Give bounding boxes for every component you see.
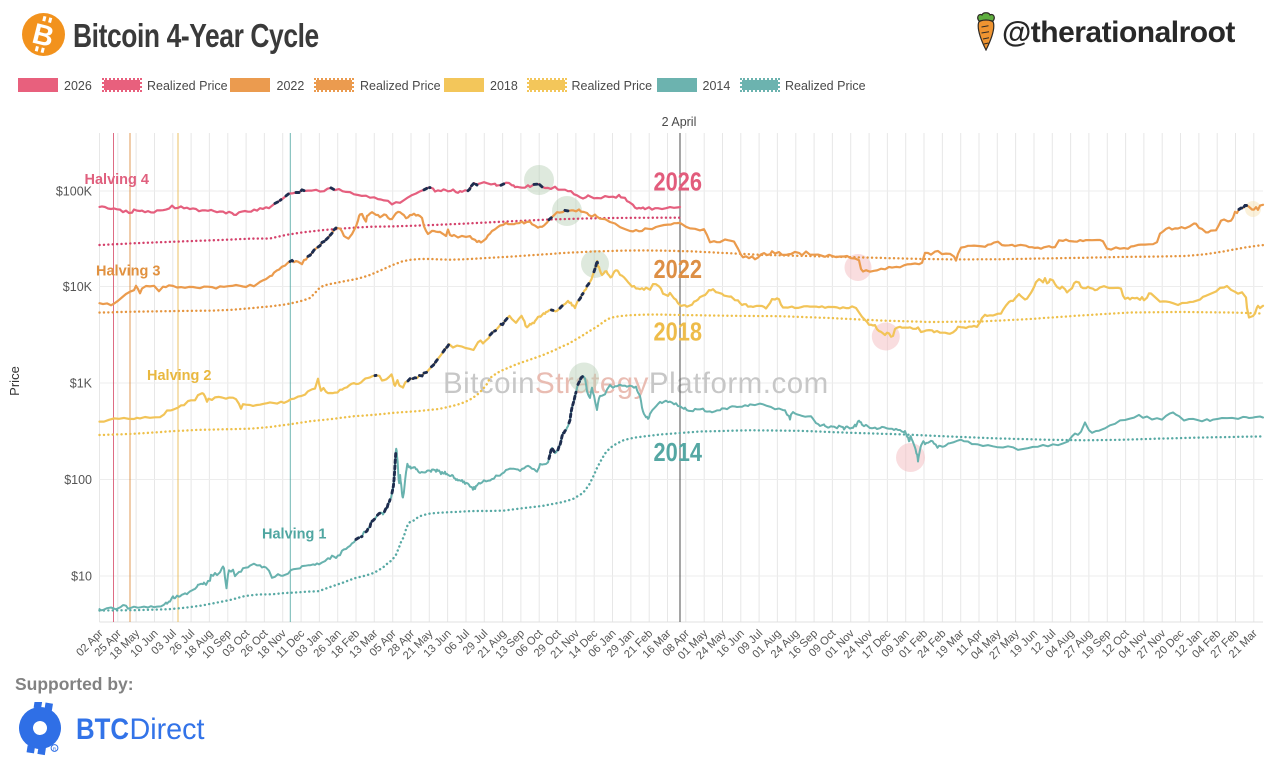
- svg-text:R: R: [53, 746, 57, 752]
- svg-text:Halving 1: Halving 1: [262, 527, 326, 543]
- svg-text:$10: $10: [71, 570, 92, 584]
- svg-text:Halving 2: Halving 2: [147, 368, 211, 384]
- svg-text:$100K: $100K: [56, 185, 93, 199]
- svg-text:Price: Price: [7, 366, 22, 396]
- svg-text:2 April: 2 April: [662, 115, 697, 129]
- svg-text:2022: 2022: [654, 254, 703, 284]
- svg-text:Halving 3: Halving 3: [96, 264, 160, 280]
- svg-text:$1K: $1K: [70, 377, 93, 391]
- svg-text:BTC: BTC: [76, 713, 129, 746]
- svg-text:2026: 2026: [654, 167, 703, 197]
- svg-text:Direct: Direct: [130, 713, 206, 746]
- svg-text:BitcoinStrategyPlatform.com: BitcoinStrategyPlatform.com: [443, 367, 829, 400]
- svg-text:$10K: $10K: [63, 280, 93, 294]
- svg-text:Halving 4: Halving 4: [85, 172, 149, 188]
- svg-text:$100: $100: [64, 473, 92, 487]
- svg-text:2018: 2018: [654, 317, 703, 347]
- svg-text:2014: 2014: [654, 437, 703, 467]
